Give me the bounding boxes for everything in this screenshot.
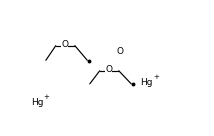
Text: Hg: Hg [31, 98, 43, 107]
Text: O: O [61, 40, 68, 49]
Text: O: O [117, 47, 124, 56]
Text: +: + [153, 74, 159, 80]
Text: +: + [43, 94, 49, 100]
Text: O: O [105, 65, 112, 74]
Text: Hg: Hg [140, 78, 153, 87]
